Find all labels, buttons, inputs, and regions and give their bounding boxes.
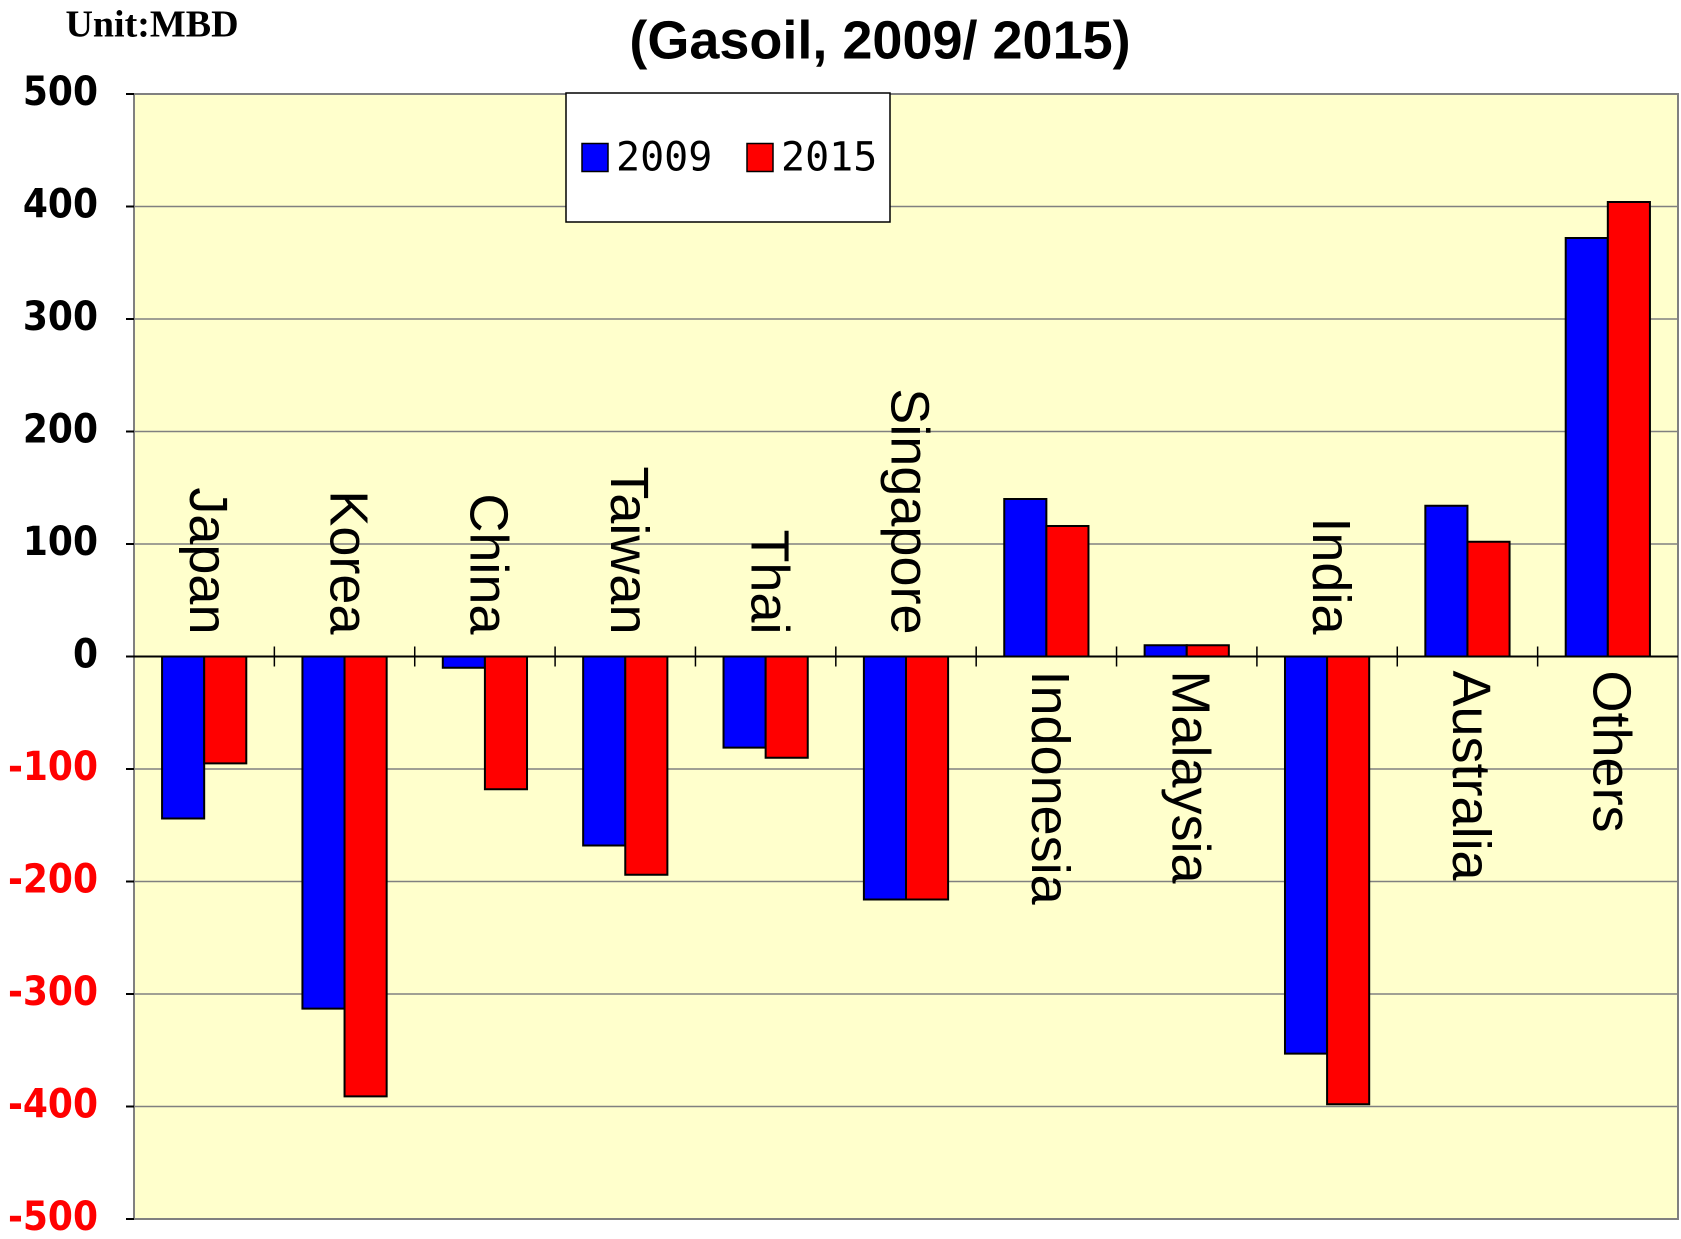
- y-tick-label: 0: [73, 632, 98, 678]
- y-tick-label: 400: [23, 182, 98, 228]
- x-tick-label: Taiwan: [599, 466, 659, 634]
- bar: [343, 655, 388, 1098]
- bar: [1143, 644, 1188, 658]
- x-tick-label: Japan: [178, 487, 238, 634]
- bar: [1424, 504, 1469, 658]
- bar: [1283, 655, 1329, 1055]
- x-tick-label: Singapore: [880, 388, 940, 634]
- unit-label: Unit:MBD: [65, 4, 238, 46]
- bar: [483, 655, 529, 791]
- legend-box: [565, 92, 891, 223]
- x-tick-label: Thai: [739, 529, 799, 634]
- bar: [203, 655, 248, 765]
- bar: [722, 655, 767, 749]
- x-tick-label: China: [459, 493, 519, 635]
- legend-swatch: [581, 142, 609, 173]
- bar: [1606, 201, 1651, 658]
- x-tick-label: Australia: [1441, 671, 1501, 882]
- bar: [1045, 525, 1090, 658]
- bar: [905, 655, 950, 901]
- bar: [764, 655, 809, 759]
- y-tick-label: -300: [8, 969, 98, 1015]
- bar: [862, 655, 908, 901]
- bar: [624, 655, 669, 876]
- bar: [582, 655, 627, 847]
- y-tick-label: 200: [23, 407, 98, 453]
- bar: [1326, 655, 1371, 1106]
- bar: [1466, 540, 1511, 658]
- y-tick-label: -500: [8, 1194, 98, 1239]
- y-tick-label: 500: [23, 69, 98, 115]
- bar: [1564, 237, 1609, 658]
- x-tick-label: Others: [1582, 671, 1642, 833]
- y-tick-label: -400: [8, 1082, 98, 1128]
- y-tick-label: -200: [8, 857, 98, 903]
- chart-title: (Gasoil, 2009/ 2015): [629, 10, 1130, 70]
- y-tick-label: 100: [23, 519, 98, 565]
- x-tick-label: Indonesia: [1020, 671, 1080, 906]
- x-tick-label: Malaysia: [1160, 671, 1220, 885]
- y-tick-label: -100: [8, 744, 98, 790]
- bar: [441, 655, 486, 669]
- bar: [161, 655, 206, 820]
- legend-swatch: [746, 142, 774, 173]
- y-tick-label: 300: [23, 294, 98, 340]
- bar: [1003, 498, 1048, 658]
- legend-label: 2009: [616, 135, 712, 181]
- bar: [1185, 644, 1230, 658]
- bar: [301, 655, 346, 1010]
- x-tick-label: Korea: [318, 490, 378, 635]
- legend-label: 2015: [781, 135, 877, 181]
- x-tick-label: India: [1301, 517, 1361, 635]
